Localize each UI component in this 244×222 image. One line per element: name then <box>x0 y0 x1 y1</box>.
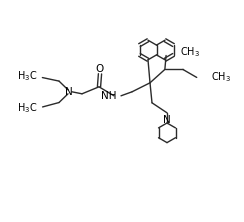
Text: NH: NH <box>102 91 117 101</box>
Text: H$_3$C: H$_3$C <box>17 70 37 83</box>
Text: N: N <box>65 87 73 97</box>
Text: O: O <box>96 64 104 74</box>
Text: H$_3$C: H$_3$C <box>17 101 38 115</box>
Text: N: N <box>163 115 171 125</box>
Text: CH$_3$: CH$_3$ <box>180 46 200 59</box>
Text: CH$_3$: CH$_3$ <box>211 71 231 84</box>
